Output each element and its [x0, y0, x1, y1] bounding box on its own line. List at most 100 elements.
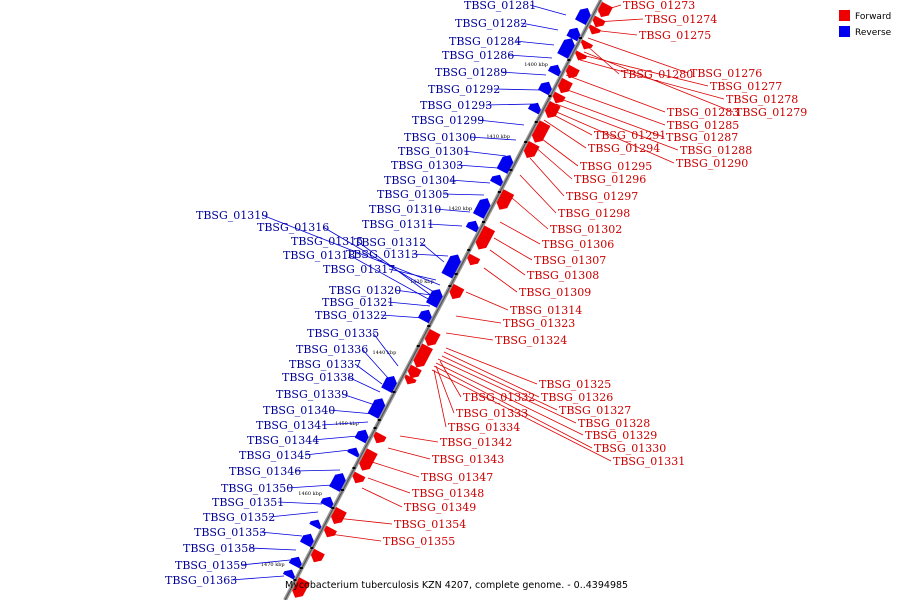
reverse-gene-label[interactable]: TBSG_01303	[391, 159, 463, 172]
forward-connector	[511, 197, 549, 230]
forward-gene-label[interactable]: TBSG_01296	[574, 173, 646, 186]
forward-gene-label[interactable]: TBSG_01290	[676, 157, 748, 170]
reverse-gene-label[interactable]: TBSG_01301	[398, 145, 470, 158]
forward-gene-label[interactable]: TBSG_01349	[404, 501, 476, 514]
forward-gene-label[interactable]: TBSG_01309	[519, 286, 591, 299]
forward-gene-label[interactable]: TBSG_01324	[495, 334, 567, 347]
forward-connector	[529, 157, 565, 197]
forward-gene-label[interactable]: TBSG_01298	[558, 207, 630, 220]
forward-gene-label[interactable]: TBSG_01277	[710, 80, 782, 93]
forward-gene-label[interactable]: TBSG_01273	[623, 0, 695, 12]
reverse-gene-label[interactable]: TBSG_01353	[194, 526, 266, 539]
forward-gene-label[interactable]: TBSG_01287	[666, 131, 738, 144]
reverse-gene-label[interactable]: TBSG_01335	[307, 327, 379, 340]
forward-gene-label[interactable]: TBSG_01332	[463, 391, 535, 404]
reverse-gene-label[interactable]: TBSG_01358	[183, 542, 255, 555]
forward-gene-label[interactable]: TBSG_01275	[639, 29, 711, 42]
forward-gene-label[interactable]: TBSG_01326	[541, 391, 613, 404]
label-connectors	[230, 4, 734, 581]
reverse-gene-label[interactable]: TBSG_01350	[221, 482, 293, 495]
reverse-gene-label[interactable]: TBSG_01341	[256, 419, 328, 432]
forward-gene-label[interactable]: TBSG_01283	[667, 106, 739, 119]
reverse-gene-label[interactable]: TBSG_01300	[404, 131, 476, 144]
reverse-gene-label[interactable]: TBSG_01281	[464, 0, 536, 12]
forward-gene-label[interactable]: TBSG_01279	[735, 106, 807, 119]
forward-gene-label[interactable]: TBSG_01325	[539, 378, 611, 391]
reverse-gene-label[interactable]: TBSG_01282	[455, 17, 527, 30]
reverse-gene-label[interactable]: TBSG_01321	[322, 296, 394, 309]
reverse-gene-label[interactable]: TBSG_01318	[283, 249, 355, 262]
reverse-gene-label[interactable]: TBSG_01346	[229, 465, 301, 478]
forward-gene-label[interactable]: TBSG_01342	[440, 436, 512, 449]
reverse-gene-label[interactable]: TBSG_01289	[435, 66, 507, 79]
forward-gene-label[interactable]: TBSG_01302	[550, 223, 622, 236]
reverse-gene-block	[381, 376, 397, 393]
forward-gene-label[interactable]: TBSG_01343	[432, 453, 504, 466]
reverse-gene-label[interactable]: TBSG_01320	[329, 284, 401, 297]
reverse-gene-label[interactable]: TBSG_01317	[323, 263, 395, 276]
reverse-gene-label[interactable]: TBSG_01284	[449, 35, 521, 48]
forward-gene-label[interactable]: TBSG_01330	[594, 442, 666, 455]
forward-gene-shape	[467, 253, 481, 266]
forward-gene-label[interactable]: TBSG_01308	[527, 269, 599, 282]
forward-connector	[555, 103, 679, 151]
reverse-gene-label[interactable]: TBSG_01338	[282, 371, 354, 384]
forward-gene-label[interactable]: TBSG_01276	[690, 67, 762, 80]
forward-gene-label[interactable]: TBSG_01307	[534, 254, 606, 267]
forward-gene-label[interactable]: TBSG_01285	[667, 119, 739, 132]
forward-connector	[565, 74, 666, 113]
reverse-gene-label[interactable]: TBSG_01359	[175, 559, 247, 572]
forward-gene-label[interactable]: TBSG_01327	[559, 404, 631, 417]
reverse-gene-label[interactable]: TBSG_01293	[420, 99, 492, 112]
reverse-gene-label[interactable]: TBSG_01299	[412, 114, 484, 127]
reverse-gene-label[interactable]: TBSG_01312	[354, 236, 426, 249]
forward-gene-label[interactable]: TBSG_01334	[448, 421, 520, 434]
reverse-gene-label[interactable]: TBSG_01286	[442, 49, 514, 62]
forward-gene-label[interactable]: TBSG_01347	[421, 471, 493, 484]
reverse-gene-label[interactable]: TBSG_01319	[196, 209, 268, 222]
reverse-gene-label[interactable]: TBSG_01305	[377, 188, 449, 201]
forward-gene-label[interactable]: TBSG_01291	[594, 129, 666, 142]
forward-connector	[445, 347, 538, 385]
forward-gene-label[interactable]: TBSG_01294	[588, 142, 660, 155]
forward-gene-label[interactable]: TBSG_01331	[613, 455, 685, 468]
reverse-connector	[347, 376, 381, 393]
forward-gene-label[interactable]: TBSG_01280	[621, 68, 693, 81]
reverse-gene-label[interactable]: TBSG_01316	[257, 221, 329, 234]
reverse-gene-label[interactable]: TBSG_01322	[315, 309, 387, 322]
forward-gene-label[interactable]: TBSG_01348	[412, 487, 484, 500]
reverse-gene-label[interactable]: TBSG_01363	[165, 574, 237, 587]
reverse-gene-label[interactable]: TBSG_01340	[263, 404, 335, 417]
forward-gene-label[interactable]: TBSG_01306	[542, 238, 614, 251]
forward-gene-label[interactable]: TBSG_01297	[566, 190, 638, 203]
forward-gene-label[interactable]: TBSG_01333	[456, 407, 528, 420]
reverse-gene-label[interactable]: TBSG_01339	[276, 388, 348, 401]
forward-gene-label[interactable]: TBSG_01323	[503, 317, 575, 330]
forward-gene-shape	[496, 189, 515, 210]
reverse-gene-label[interactable]: TBSG_01352	[203, 511, 275, 524]
reverse-gene-label[interactable]: TBSG_01351	[212, 496, 284, 509]
forward-gene-label[interactable]: TBSG_01328	[578, 417, 650, 430]
forward-gene-label[interactable]: TBSG_01278	[726, 93, 798, 106]
forward-gene-label[interactable]: TBSG_01314	[510, 304, 582, 317]
forward-gene-label[interactable]: TBSG_01288	[680, 144, 752, 157]
reverse-gene-label[interactable]: TBSG_01311	[362, 218, 434, 231]
forward-gene-label[interactable]: TBSG_01274	[645, 13, 717, 26]
reverse-gene-label[interactable]: TBSG_01292	[428, 83, 500, 96]
forward-connector	[543, 119, 587, 149]
reverse-gene-label[interactable]: TBSG_01336	[296, 343, 368, 356]
reverse-gene-block	[441, 254, 461, 279]
reverse-gene-label[interactable]: TBSG_01345	[239, 449, 311, 462]
forward-connector	[591, 29, 638, 36]
reverse-connector	[529, 4, 567, 16]
forward-gene-label[interactable]: TBSG_01355	[383, 535, 455, 548]
reverse-gene-label[interactable]: TBSG_01304	[384, 174, 456, 187]
reverse-gene-label[interactable]: TBSG_01315	[291, 235, 363, 248]
forward-gene-label[interactable]: TBSG_01329	[585, 429, 657, 442]
reverse-gene-label[interactable]: TBSG_01344	[247, 434, 319, 447]
reverse-gene-label[interactable]: TBSG_01337	[289, 358, 361, 371]
forward-gene-label[interactable]: TBSG_01354	[394, 518, 466, 531]
forward-gene-label[interactable]: TBSG_01295	[580, 160, 652, 173]
reverse-gene-label[interactable]: TBSG_01313	[346, 248, 418, 261]
reverse-gene-label[interactable]: TBSG_01310	[369, 203, 441, 216]
